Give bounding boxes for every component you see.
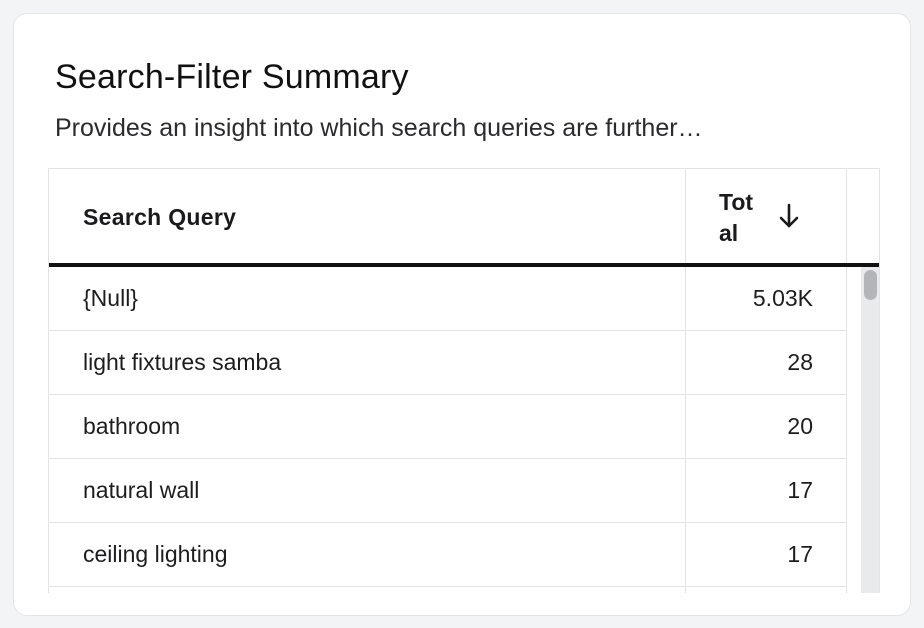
table-row[interactable]: {Null} 5.03K [49, 267, 847, 331]
search-query-table: Search Query Total {Null} 5.03K light fi… [48, 168, 880, 593]
table-row[interactable]: bathroom 20 [49, 395, 847, 459]
search-filter-summary-card: Search-Filter Summary Provides an insigh… [13, 13, 911, 616]
cell-search-query [49, 587, 686, 593]
column-header-label: Search Query [83, 204, 237, 230]
arrow-down-icon[interactable] [774, 201, 804, 231]
table-row[interactable]: natural wall 17 [49, 459, 847, 523]
card-title: Search-Filter Summary [55, 58, 409, 96]
cell-total [686, 587, 847, 593]
cell-search-query: {Null} [49, 267, 686, 330]
cell-search-query: light fixtures samba [49, 331, 686, 394]
cell-total: 17 [686, 459, 847, 522]
table-header: Search Query Total [49, 169, 879, 267]
cell-total: 20 [686, 395, 847, 458]
cell-search-query: ceiling lighting [49, 523, 686, 586]
vertical-scrollbar[interactable] [861, 267, 879, 593]
column-header-search-query[interactable]: Search Query [49, 169, 686, 263]
cell-search-query: natural wall [49, 459, 686, 522]
card-description[interactable]: Provides an insight into which search qu… [55, 114, 703, 142]
table-row[interactable]: light fixtures samba 28 [49, 331, 847, 395]
cell-total: 28 [686, 331, 847, 394]
table-row[interactable]: ceiling lighting 17 [49, 523, 847, 587]
column-header-filler [847, 169, 879, 263]
cell-search-query: bathroom [49, 395, 686, 458]
cell-total: 5.03K [686, 267, 847, 330]
column-header-total[interactable]: Total [686, 169, 847, 263]
cell-total: 17 [686, 523, 847, 586]
scrollbar-thumb[interactable] [864, 270, 877, 300]
table-row[interactable] [49, 587, 847, 593]
column-header-label: Total [719, 189, 754, 246]
